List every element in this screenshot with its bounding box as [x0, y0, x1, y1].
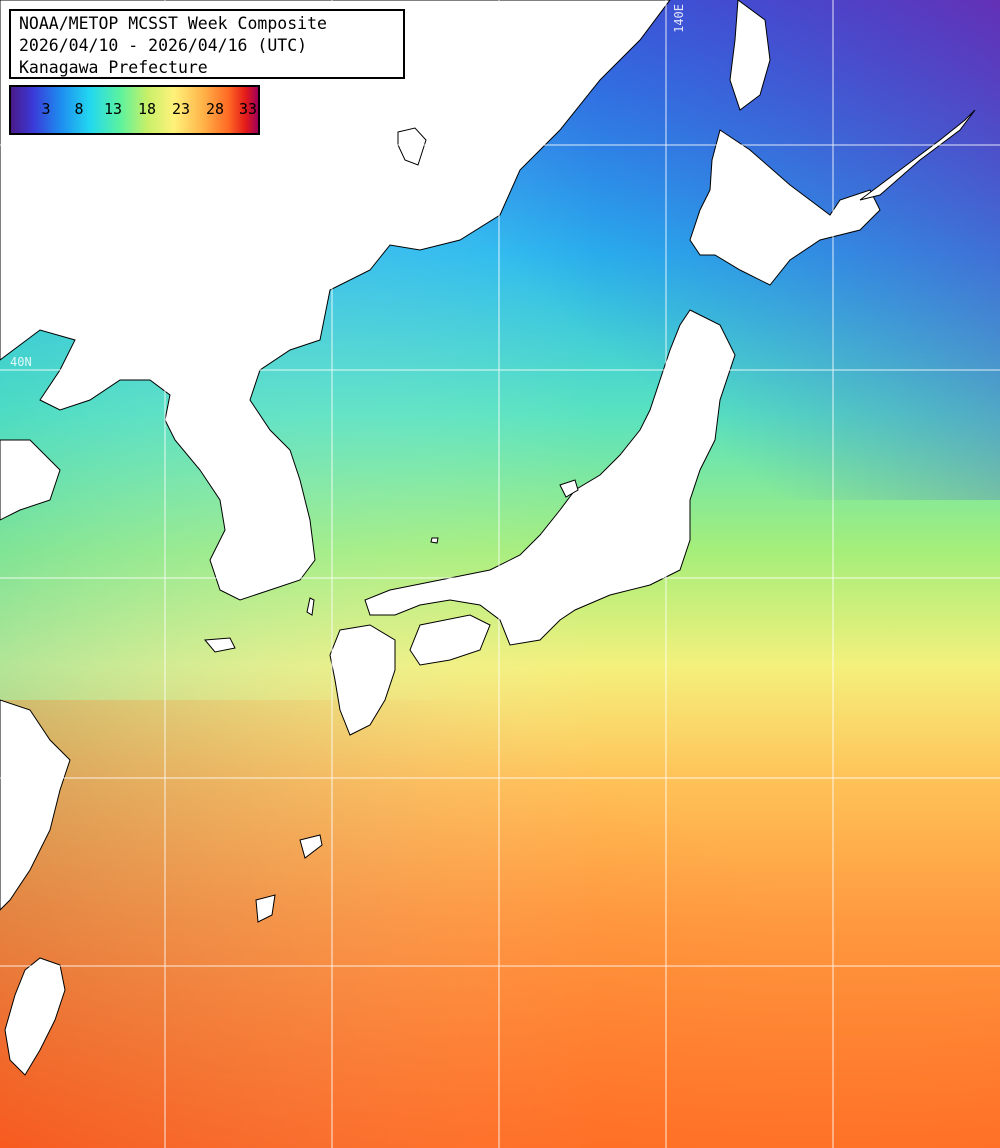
land-asia-mainland [0, 0, 671, 601]
title-line-3: Kanagawa Prefecture [19, 58, 208, 77]
land [0, 0, 976, 1076]
title-box: NOAA/METOP MCSST Week Composite 2026/04/… [9, 9, 405, 79]
title-line-2: 2026/04/10 - 2026/04/16 (UTC) [19, 36, 308, 55]
color-scale-legend: 3 8 13 18 23 28 33 [9, 85, 260, 135]
land-honshu [364, 309, 736, 646]
land-tanegashima [299, 834, 323, 859]
legend-tick: 8 [74, 100, 84, 118]
legend-tick: 33 [238, 100, 258, 118]
land-shikoku [409, 614, 491, 666]
sea-south-warm [0, 700, 1000, 1148]
land-jeju [203, 637, 236, 653]
land-ulleungdo [430, 537, 439, 544]
legend-tick: 3 [41, 100, 51, 118]
land-sakhalin [729, 0, 771, 111]
legend-tick: 18 [137, 100, 157, 118]
land-china-coast [0, 439, 61, 521]
land-amami [255, 894, 276, 923]
latitude-label: 40N [10, 355, 32, 369]
land-kuril [859, 109, 976, 201]
title-line-1: NOAA/METOP MCSST Week Composite [19, 14, 327, 33]
legend-tick: 23 [171, 100, 191, 118]
land-sado [559, 479, 579, 498]
legend-tick: 28 [205, 100, 225, 118]
legend-tick: 13 [103, 100, 123, 118]
longitude-label: 140E [672, 4, 686, 33]
land-china-south [0, 699, 71, 911]
land-kyushu [329, 624, 396, 736]
land-tsushima [306, 597, 315, 616]
land-hokkaido [689, 129, 881, 286]
land-taiwan [4, 957, 66, 1076]
